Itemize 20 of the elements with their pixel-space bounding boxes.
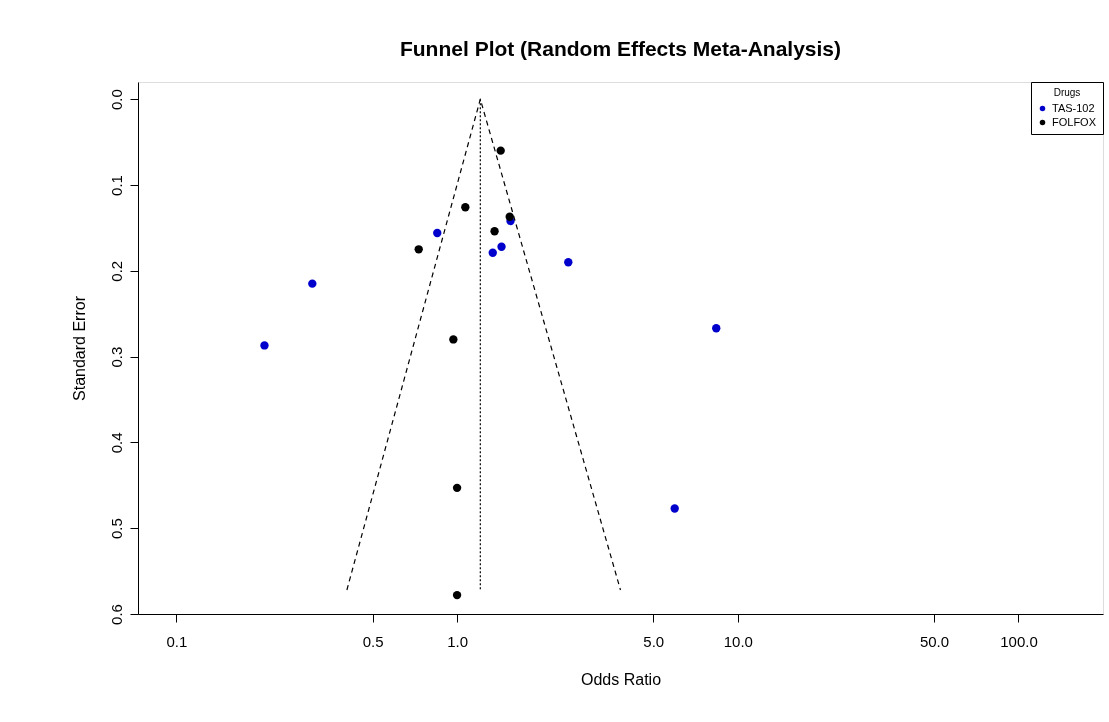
y-tick-label: 0.3 <box>107 346 125 368</box>
x-tick-label: 0.1 <box>166 632 188 650</box>
y-tick-label: 0.1 <box>107 175 125 196</box>
x-tick-label: 50.0 <box>919 632 950 650</box>
y-axis-title: Standard Error <box>70 295 88 401</box>
x-tick-label: 1.0 <box>447 632 469 650</box>
x-axis-title: Odds Ratio <box>580 670 662 688</box>
y-tick-label: 0.4 <box>107 432 125 454</box>
y-tick-label: 0.5 <box>107 518 125 540</box>
x-tick-label: 10.0 <box>723 632 753 650</box>
y-tick-label: 0.0 <box>107 89 125 111</box>
x-tick-label: 5.0 <box>643 632 665 650</box>
legend-title: Drugs <box>1053 87 1081 98</box>
x-tick-label: 100.0 <box>1000 632 1038 650</box>
y-tick-label: 0.6 <box>107 604 125 625</box>
text: TAS-102 <box>1052 101 1095 114</box>
text: FOLFOX <box>1052 115 1097 128</box>
x-tick-label: 0.5 <box>362 632 384 650</box>
y-tick-label: 0.2 <box>107 260 125 282</box>
chart-title: Funnel Plot (Random Effects Meta-Analysis) <box>399 36 842 60</box>
